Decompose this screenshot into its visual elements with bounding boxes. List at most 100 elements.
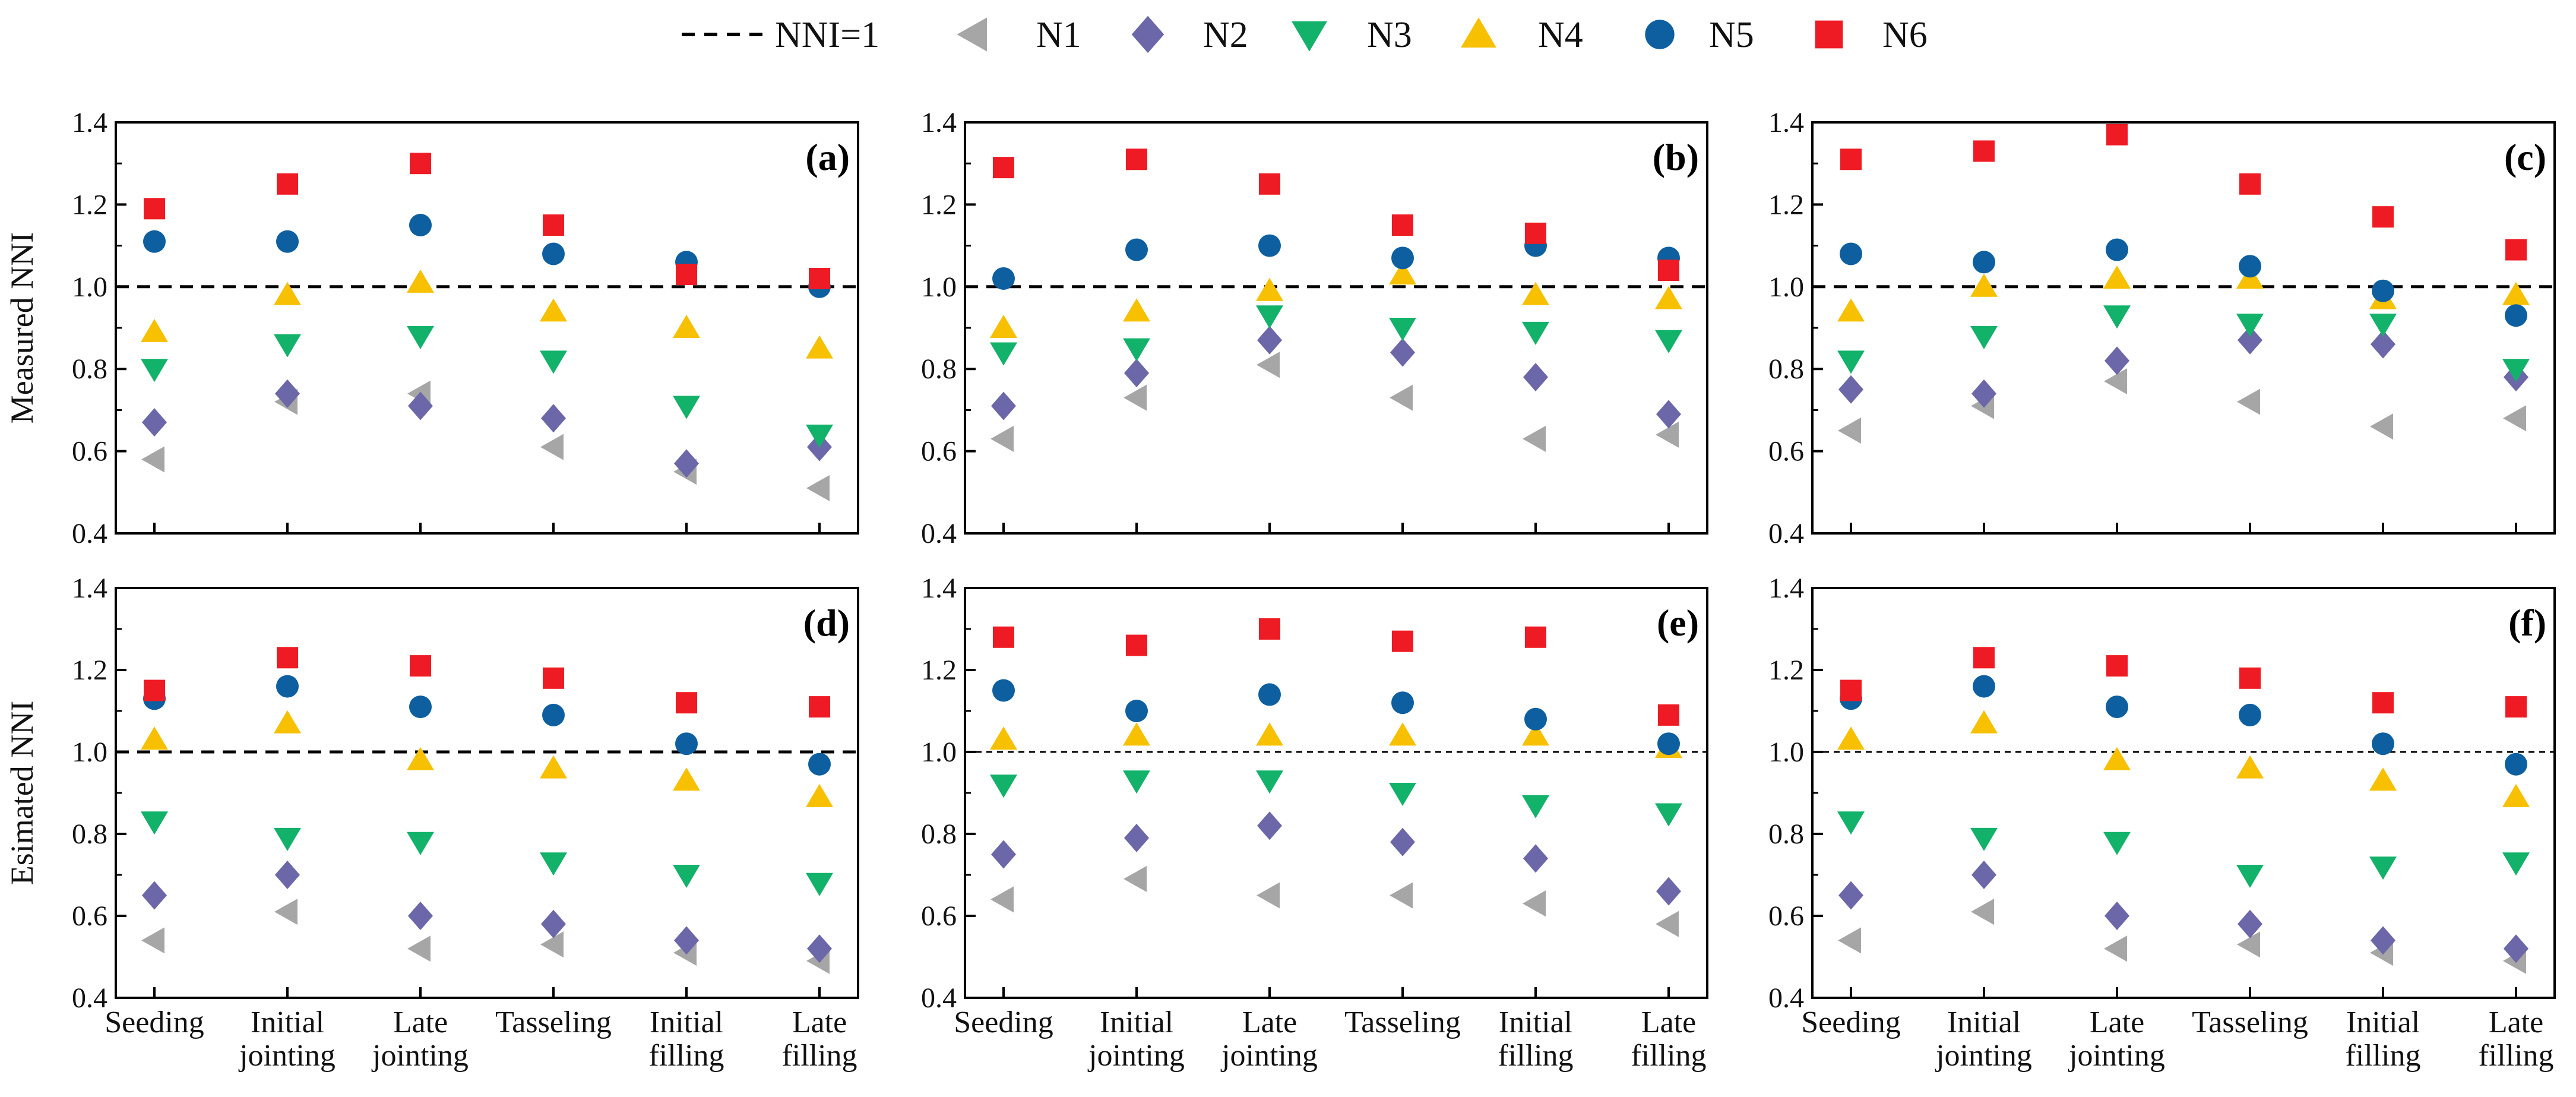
legend-ref-label: NNI=1: [775, 15, 879, 55]
point-n5: [409, 214, 432, 236]
point-n6: [1259, 173, 1280, 195]
y-tick-label: 1.4: [1768, 573, 1804, 604]
y-tick-label: 1.4: [921, 573, 957, 604]
point-n4: [1522, 282, 1549, 305]
point-n2: [1523, 363, 1548, 392]
panel-e: 0.4 0.6 0.8 1.0 1.2 1.4 Seeding Initial jointing…: [921, 573, 1708, 1073]
point-n3: [1123, 338, 1150, 362]
point-n5: [2239, 255, 2261, 278]
point-n6: [2106, 124, 2128, 146]
point-n4: [2236, 755, 2264, 779]
point-n1: [2104, 368, 2127, 394]
point-n5: [542, 242, 565, 265]
point-n3: [2502, 359, 2530, 382]
plot-frame: [115, 587, 859, 999]
point-n6: [1126, 148, 1147, 170]
point-n6: [410, 655, 431, 677]
point-n4: [540, 755, 567, 779]
point-n6: [1973, 140, 1995, 162]
point-n4: [1522, 722, 1549, 746]
point-n1: [806, 475, 830, 501]
point-n6: [993, 626, 1014, 648]
point-n4: [673, 315, 700, 338]
point-n3: [1837, 350, 1865, 374]
y-tick-label: 1.0: [921, 271, 957, 303]
legend-label-n5: N5: [1709, 15, 1754, 55]
point-n2: [1656, 877, 1681, 906]
panel-b: 0.4 0.6 0.8 1.0 1.2 1.4 (b): [921, 107, 1708, 549]
x-tick-label: Tasseling: [495, 1006, 612, 1039]
point-n6: [2505, 239, 2527, 261]
point-n2: [408, 902, 433, 930]
y-tick-label: 1.0: [1768, 736, 1804, 768]
point-n1: [274, 899, 298, 925]
point-n3: [1970, 827, 1998, 851]
point-n4: [1837, 726, 1865, 750]
point-n4: [1837, 298, 1865, 322]
point-n6: [676, 692, 697, 714]
x-tick-label: Initial filling: [648, 1006, 724, 1073]
panel-a: 0.4 0.6 0.8 1.0 1.2 1.4 Measured NNI (a): [4, 107, 859, 549]
point-n2: [674, 926, 699, 955]
point-n2: [674, 449, 699, 478]
point-n1: [141, 446, 164, 473]
point-n1: [1124, 384, 1147, 411]
point-n6: [144, 198, 165, 220]
point-n4: [990, 726, 1017, 750]
y-tick-label: 1.4: [72, 107, 107, 138]
x-tick-label: Seeding: [105, 1006, 204, 1039]
y-tick-label: 1.0: [921, 736, 957, 768]
y-tick-label: 1.4: [1768, 107, 1804, 138]
point-n3: [2369, 314, 2397, 337]
legend-marker-n1: [957, 17, 988, 52]
panel-d: 0.4 0.6 0.8 1.0 1.2 1.4 Seeding Initial jointing…: [4, 573, 859, 1073]
point-n2: [142, 408, 167, 437]
point-n5: [276, 230, 299, 253]
y-tick-label: 0.4: [72, 982, 107, 1014]
point-n5: [1258, 234, 1281, 257]
y-tick-label: 0.6: [921, 900, 957, 932]
x-tick-label: Initial jointing: [1935, 1006, 2032, 1073]
y-tick-label: 0.4: [72, 518, 107, 549]
point-n2: [1838, 375, 1863, 404]
point-n1: [1971, 899, 1994, 925]
plot-frame: [1811, 121, 2556, 535]
point-n2: [541, 909, 566, 938]
point-n6: [2239, 667, 2261, 689]
point-n2: [1124, 823, 1149, 852]
point-n5: [542, 703, 565, 726]
point-n6: [1259, 618, 1280, 640]
point-n2: [2371, 330, 2395, 359]
point-n1: [2503, 405, 2526, 432]
y-tick-label: 1.2: [72, 189, 107, 220]
point-n4: [1655, 286, 1682, 309]
point-n1: [1390, 384, 1413, 411]
legend-marker-n5: [1645, 20, 1675, 49]
point-n1: [1257, 882, 1280, 909]
point-n4: [990, 315, 1017, 338]
legend-label-n1: N1: [1036, 15, 1081, 55]
point-n1: [2237, 388, 2260, 415]
point-n4: [2369, 767, 2397, 791]
point-n2: [2238, 909, 2262, 938]
legend-label-n3: N3: [1367, 15, 1412, 55]
legend-marker-n4: [1461, 17, 1496, 48]
point-n3: [274, 827, 301, 851]
point-n3: [2236, 314, 2264, 337]
point-n6: [1658, 704, 1679, 726]
point-n3: [2502, 852, 2530, 876]
y-axis-label: Measured NNI: [4, 232, 40, 423]
x-tick-label: Late jointing: [2068, 1006, 2165, 1073]
point-n6: [1392, 630, 1413, 652]
y-tick-label: 0.6: [72, 436, 107, 467]
y-tick-label: 0.6: [921, 436, 957, 467]
point-n1: [2104, 935, 2127, 962]
point-n5: [1657, 732, 1680, 755]
point-n3: [2236, 865, 2264, 888]
y-tick-label: 0.4: [921, 518, 957, 549]
point-n4: [1389, 261, 1416, 285]
point-n3: [990, 774, 1017, 798]
x-tick-label: Initial jointing: [1087, 1006, 1185, 1073]
point-n1: [540, 931, 564, 958]
